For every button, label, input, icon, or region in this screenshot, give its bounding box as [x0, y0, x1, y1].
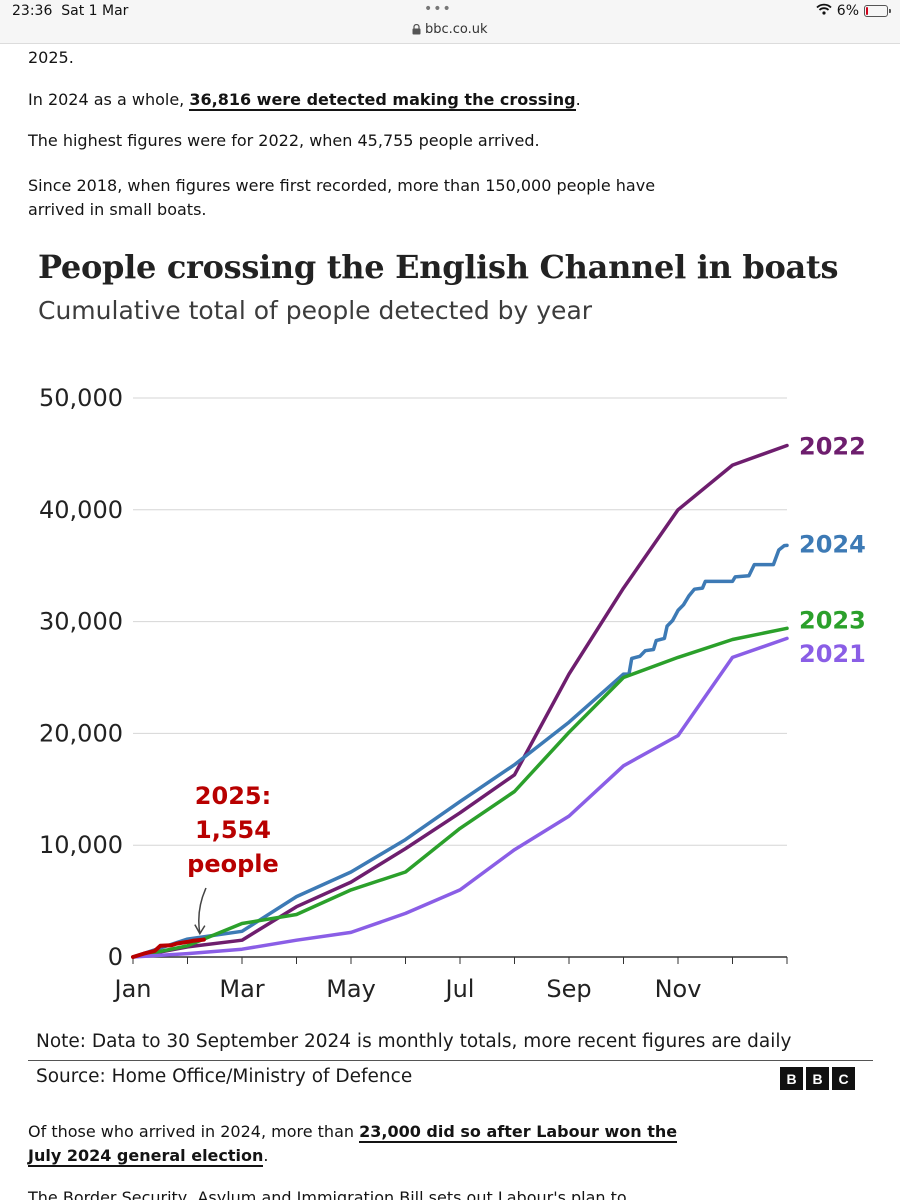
x-tick-label: Mar [219, 975, 264, 1003]
address-bar[interactable]: bbc.co.uk [412, 22, 488, 37]
after-election-link[interactable]: 23,000 did so after Labour won the July … [28, 1122, 678, 1167]
battery-level [866, 7, 868, 15]
logo-block: B [780, 1067, 803, 1090]
article-paragraph: The highest figures were for 2022, when … [28, 131, 540, 150]
annotation-2025-line: people [187, 850, 279, 878]
bbc-logo: B B C [780, 1067, 855, 1090]
annotation-arrow [198, 887, 207, 934]
series-label-2024: 2024 [799, 530, 866, 558]
series-line-2024 [131, 543, 789, 959]
status-bar: 23:36 Sat 1 Mar ••• bbc.co.uk 6% [0, 0, 900, 44]
chart-note: Note: Data to 30 September 2024 is month… [36, 1031, 792, 1052]
article-paragraph: Of those who arrived in 2024, more than … [28, 1122, 678, 1167]
y-tick-label: 10,000 [39, 831, 123, 859]
status-right: 6% [816, 3, 891, 19]
series-line-2025 [131, 937, 206, 959]
logo-block: B [806, 1067, 829, 1090]
crossings-2024-link[interactable]: 36,816 were detected making the crossing [189, 90, 576, 111]
url-text: bbc.co.uk [425, 22, 488, 37]
x-tick-label: Nov [655, 975, 702, 1003]
y-tick-label: 40,000 [39, 496, 123, 524]
y-tick-label: 50,000 [39, 384, 123, 412]
x-tick-label: Sep [546, 975, 591, 1003]
article-paragraph: 2025. [28, 48, 74, 67]
y-tick-label: 0 [108, 943, 123, 971]
x-tick-label: May [326, 975, 376, 1003]
chart-subtitle: Cumulative total of people detected by y… [38, 296, 593, 325]
series-line-2023 [131, 626, 789, 959]
x-tick-label: Jan [113, 975, 152, 1003]
series-label-2021: 2021 [799, 640, 866, 668]
series-label-2022: 2022 [799, 432, 866, 460]
annotation-2025-line: 2025: [195, 782, 271, 810]
y-tick-label: 20,000 [39, 719, 123, 747]
series-label-2023: 2023 [799, 606, 866, 634]
x-tick-label: Jul [444, 975, 475, 1003]
annotation-2025-line: 1,554 [195, 816, 271, 844]
battery-percent: 6% [836, 3, 859, 19]
chart-title: People crossing the English Channel in b… [38, 248, 839, 286]
line-chart: 0 10,000 20,000 30,000 40,000 50,000 Jan Mar May… [39, 384, 866, 1003]
y-tick-label: 30,000 [39, 608, 123, 636]
more-dots-icon[interactable]: ••• [424, 1, 452, 17]
wifi-icon [816, 3, 832, 19]
chart-source: Source: Home Office/Ministry of Defence [36, 1066, 413, 1087]
series-line-2022 [131, 443, 789, 959]
status-time: 23:36 Sat 1 Mar [12, 3, 129, 19]
logo-block: C [832, 1067, 855, 1090]
article-paragraph: The Border Security, Asylum and Immigrat… [28, 1188, 627, 1200]
divider [28, 1060, 873, 1061]
article-paragraph: In 2024 as a whole, 36,816 were detected… [28, 90, 581, 111]
battery-icon [864, 5, 891, 17]
annotation-arrowhead [194, 924, 206, 936]
series-line-2021 [131, 636, 789, 959]
article-paragraph: Since 2018, when figures were first reco… [28, 176, 656, 219]
lock-icon [412, 23, 421, 35]
